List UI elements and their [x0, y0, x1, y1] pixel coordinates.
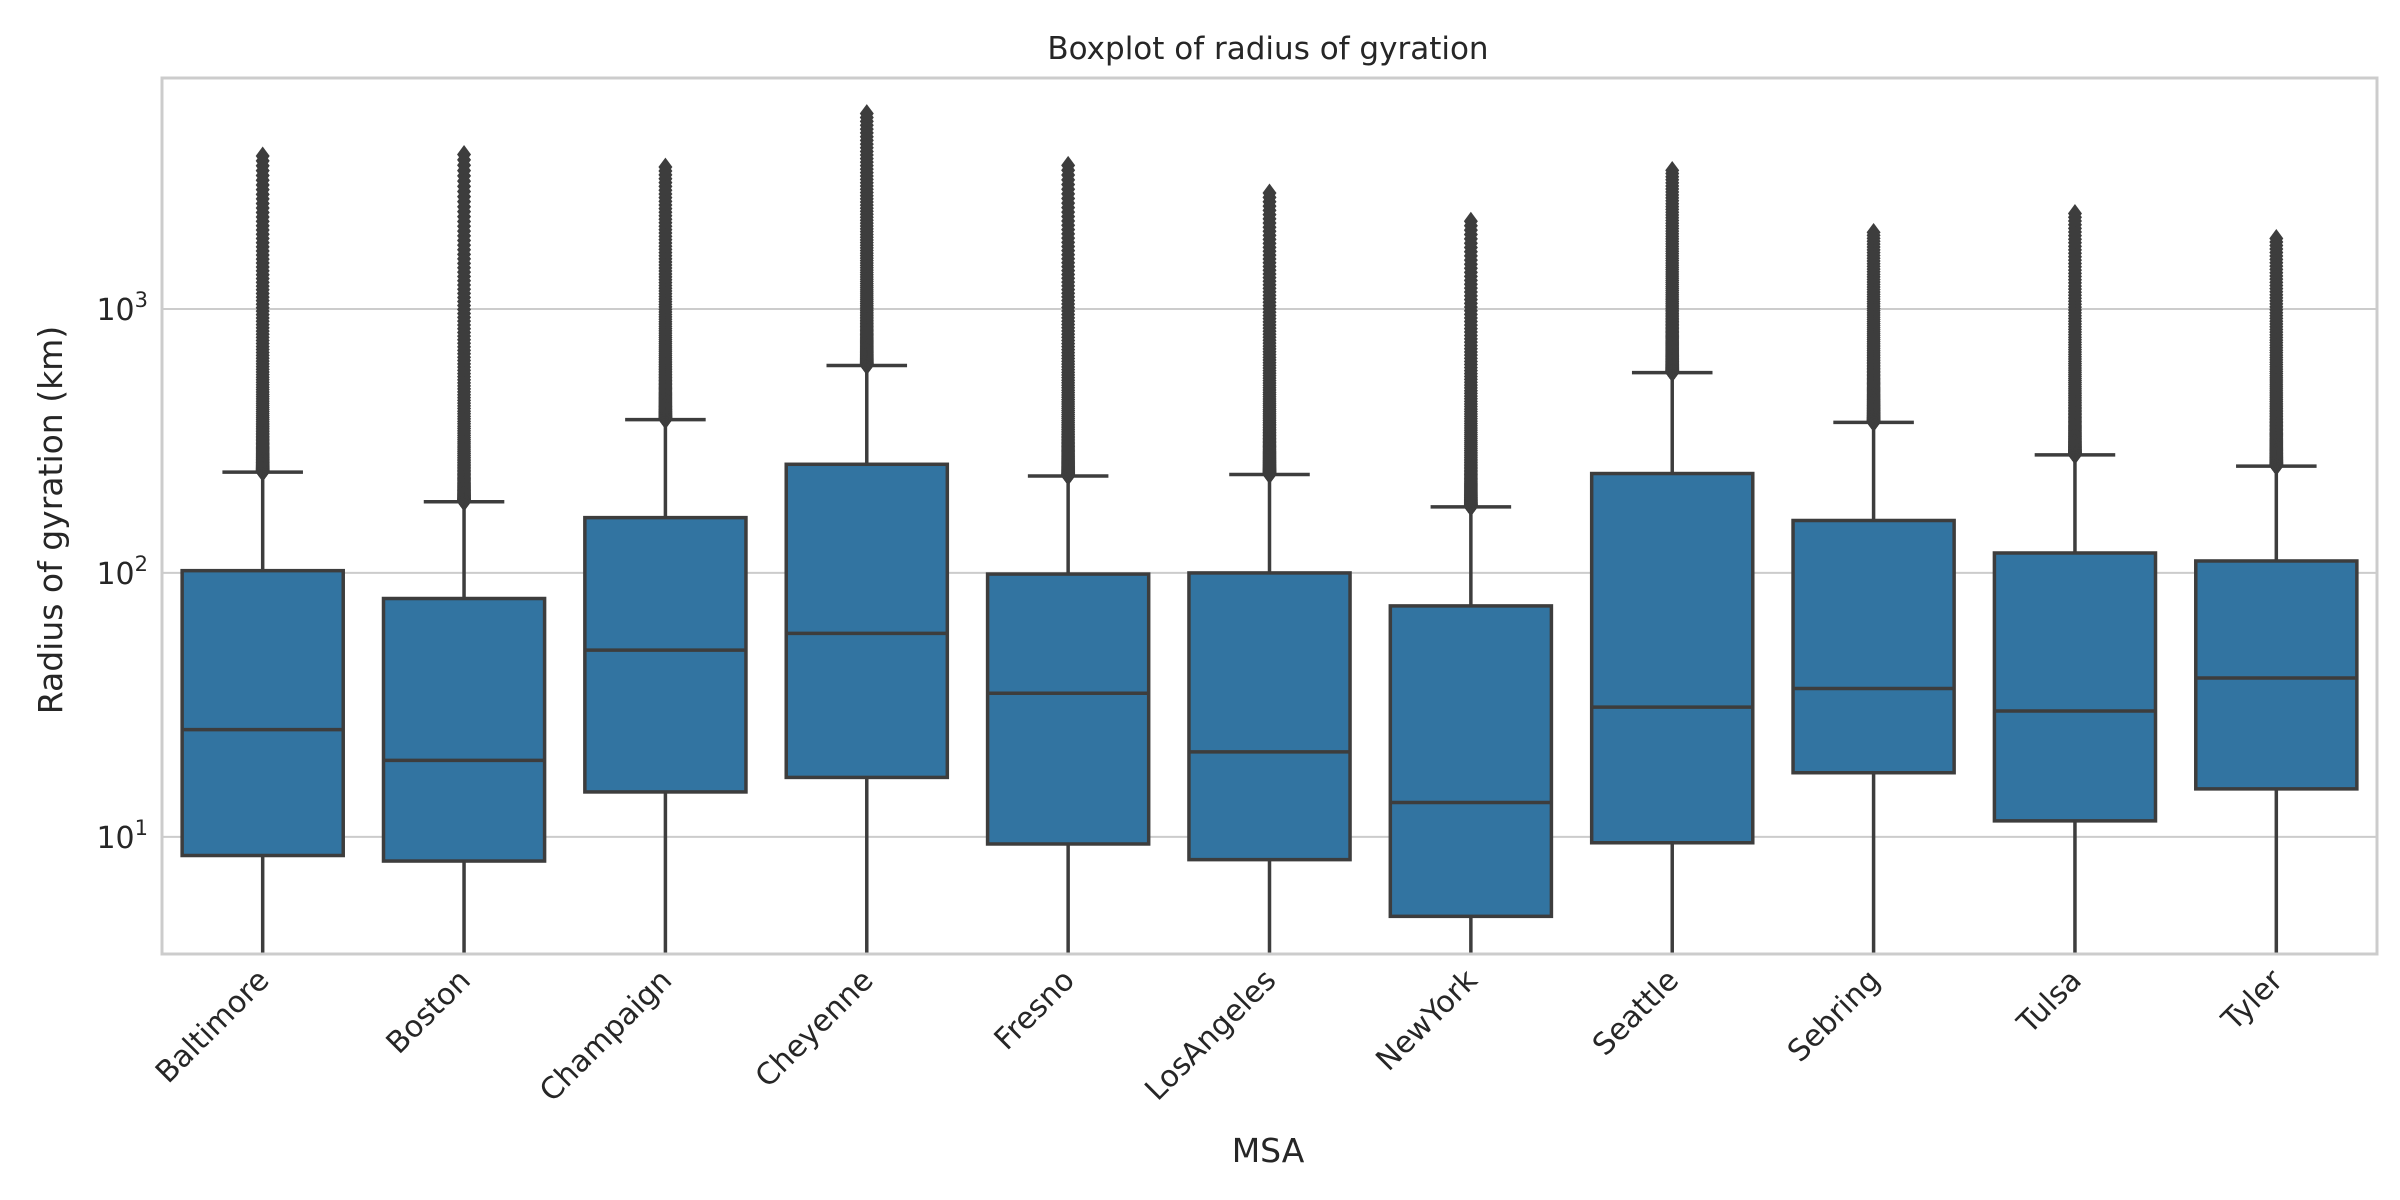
iqr-box	[985, 572, 1151, 846]
iqr-box	[180, 568, 345, 858]
box-group	[2194, 229, 2359, 954]
box-group	[985, 155, 1151, 954]
box-group	[583, 157, 748, 954]
y-tick-label: 102	[96, 552, 148, 592]
iqr-box	[1589, 471, 1755, 845]
outlier-point	[1866, 222, 1881, 242]
x-tick-label: NewYork	[1369, 962, 1485, 1078]
y-tick-label: 101	[96, 816, 148, 856]
x-tick-label: Champaign	[533, 963, 679, 1109]
outlier-point	[2269, 229, 2284, 248]
x-tick-label: Sebring	[1781, 963, 1887, 1069]
outliers	[457, 144, 472, 512]
iqr-box	[1992, 551, 2158, 823]
y-axis-label: Radius of gyration (km)	[31, 326, 70, 714]
iqr-box	[583, 515, 748, 794]
iqr-box	[2194, 559, 2359, 791]
outlier-point	[255, 146, 270, 166]
iqr-box	[1187, 571, 1352, 862]
iqr-box	[784, 462, 950, 780]
outliers	[1061, 155, 1076, 486]
outliers	[658, 157, 673, 430]
outliers	[2067, 204, 2082, 465]
box-group	[1589, 160, 1755, 954]
outlier-point	[859, 104, 874, 124]
box-group	[180, 146, 345, 954]
box-group	[1992, 204, 2158, 954]
outliers	[255, 146, 270, 482]
outlier-point	[457, 144, 472, 164]
plot-frame	[160, 76, 2379, 956]
outliers	[859, 104, 874, 375]
x-tick-label: Boston	[380, 963, 478, 1061]
box-group	[1388, 211, 1554, 954]
box-group	[784, 104, 950, 954]
outlier-point	[2067, 204, 2082, 223]
x-axis-ticks: Baltimore Boston Champaign Cheyenne Fresno Lo…	[149, 962, 2290, 1108]
box-group	[381, 144, 547, 954]
x-tick-label: Fresno	[988, 963, 1082, 1057]
outliers	[1262, 183, 1277, 484]
outlier-point	[658, 157, 673, 177]
outlier-point	[1061, 155, 1076, 175]
x-tick-label: Tulsa	[2010, 963, 2089, 1042]
outlier-point	[1262, 183, 1277, 203]
outliers	[1665, 160, 1680, 383]
iqr-box	[1388, 604, 1554, 919]
x-tick-label: Seattle	[1586, 963, 1686, 1063]
outliers	[2269, 229, 2284, 476]
x-tick-label: Tyler	[2215, 962, 2291, 1038]
box-group	[1187, 183, 1352, 954]
outlier-point	[1463, 211, 1478, 231]
iqr-box	[1791, 518, 1956, 775]
box-group	[1791, 222, 1956, 954]
x-tick-label: Cheyenne	[749, 963, 881, 1095]
x-tick-label: LosAngeles	[1138, 963, 1283, 1108]
x-tick-label: Baltimore	[149, 963, 276, 1090]
outliers	[1866, 222, 1881, 432]
boxes	[180, 104, 2359, 954]
y-axis-ticks: 101 102 103	[96, 288, 148, 856]
x-axis-label: MSA	[1232, 1131, 1305, 1170]
chart-title: Boxplot of radius of gyration	[1047, 31, 1488, 67]
outliers	[1463, 211, 1478, 517]
outlier-point	[1665, 160, 1680, 180]
iqr-box	[381, 596, 547, 863]
y-tick-label: 103	[96, 288, 148, 328]
